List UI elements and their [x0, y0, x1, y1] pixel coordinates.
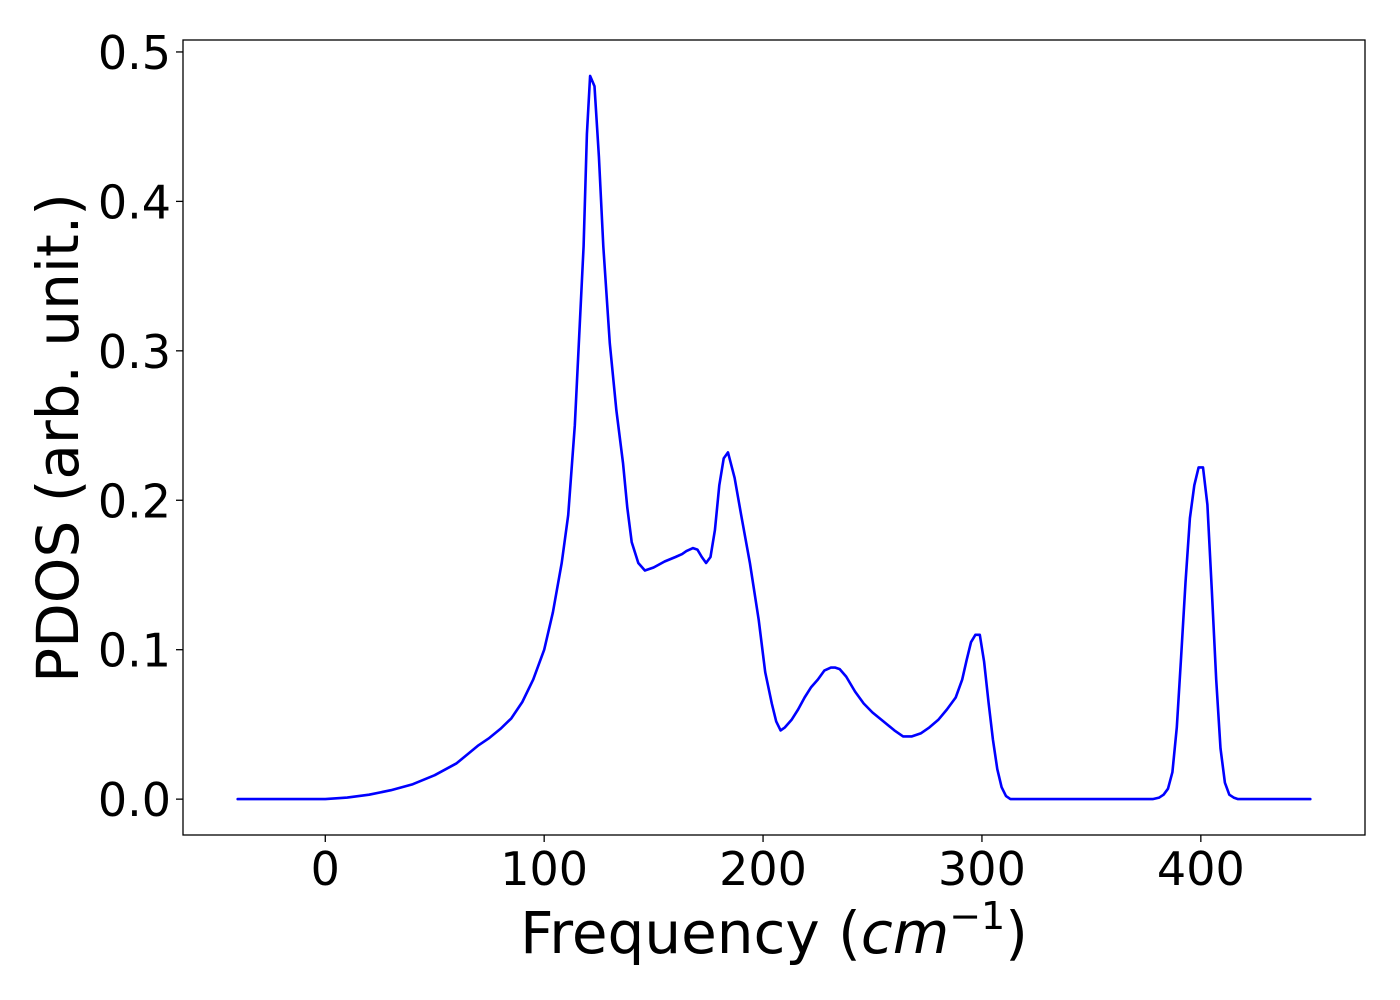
x-tick-label: 100: [500, 842, 588, 896]
x-axis-label: Frequency (cm−1): [520, 894, 1028, 967]
y-axis-label: PDOS (arb. unit.): [24, 193, 92, 683]
series-layer: [236, 74, 1312, 801]
y-tick-label: 0.5: [98, 26, 171, 80]
y-tick-label: 0.0: [98, 773, 171, 827]
y-tick-label: 0.3: [98, 325, 171, 379]
x-tick-label: 0: [311, 842, 340, 896]
x-axis-label-close: ): [1005, 899, 1028, 967]
y-tick-label: 0.2: [98, 474, 171, 528]
plot-frame: [182, 39, 1366, 836]
pdos-series-line: [236, 74, 1312, 801]
x-axis-label-math: cm: [861, 899, 949, 967]
x-axis-label-superscript: −1: [949, 894, 1005, 938]
y-axis-ticks: 0.0 0.1 0.2 0.3 0.4 0.5: [98, 26, 183, 827]
x-tick-label: 300: [938, 842, 1026, 896]
x-axis-label-text: Frequency (: [520, 899, 861, 967]
x-tick-label: 400: [1157, 842, 1245, 896]
plot-background: [183, 40, 1365, 835]
x-tick-label: 200: [719, 842, 807, 896]
y-tick-label: 0.1: [98, 624, 171, 678]
y-tick-label: 0.4: [98, 175, 171, 229]
x-axis-ticks: 0 100 200 300 400: [311, 835, 1245, 896]
